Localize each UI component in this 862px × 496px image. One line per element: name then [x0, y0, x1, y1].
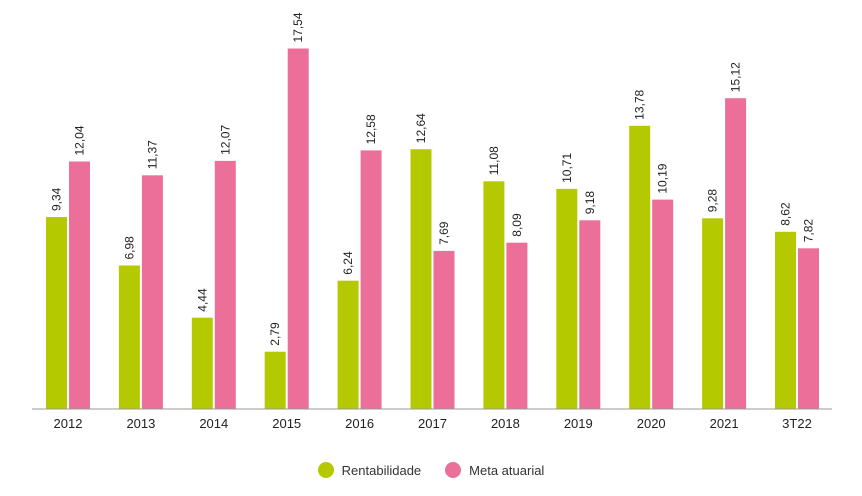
- value-label-meta-atuarial-2018: 8,09: [510, 213, 524, 237]
- bar-rentabilidade-2020: [629, 125, 651, 410]
- legend-item-rentabilidade: Rentabilidade: [317, 462, 422, 478]
- value-label-rentabilidade-2014: 4,44: [195, 288, 209, 312]
- category-labels: 2012 2013 2014 2015 2016 2017 2018 2019 2020 2021…: [54, 416, 812, 431]
- bar-rentabilidade-2017: [410, 149, 432, 409]
- bar-meta-atuarial-2018: [506, 242, 528, 409]
- value-label-meta-atuarial-3T22: 7,82: [802, 219, 816, 243]
- category-label-2015: 2015: [272, 416, 301, 431]
- bar-rentabilidade-2012: [46, 217, 67, 409]
- legend: Rentabilidade Meta atuarial: [0, 462, 862, 478]
- value-label-rentabilidade-2019: 10,71: [560, 153, 574, 183]
- value-label-rentabilidade-2013: 6,98: [122, 236, 136, 260]
- value-label-meta-atuarial-2019: 9,18: [583, 191, 597, 215]
- bar-meta-atuarial-2021: [725, 98, 747, 409]
- value-label-meta-atuarial-2012: 12,04: [73, 125, 87, 155]
- bar-meta-atuarial-2012: [69, 161, 90, 409]
- bar-rentabilidade-2021: [702, 218, 724, 409]
- value-label-rentabilidade-2016: 6,24: [341, 251, 355, 275]
- legend-label-rentabilidade: Rentabilidade: [341, 462, 422, 478]
- bar-rentabilidade-2016: [337, 280, 359, 409]
- legend-swatch-rentabilidade: [317, 462, 334, 478]
- value-label-rentabilidade-2012: 9,34: [50, 187, 64, 211]
- value-label-rentabilidade-2021: 9,28: [706, 189, 720, 213]
- category-label-2021: 2021: [710, 416, 739, 431]
- bars-group: 9,34 12,04 6,98 11,37 4,44 12,07 2,79 17,54 6,24…: [46, 12, 819, 410]
- value-label-meta-atuarial-2013: 11,37: [145, 140, 159, 169]
- bar-meta-atuarial-2019: [579, 220, 601, 409]
- category-label-2013: 2013: [126, 416, 155, 431]
- bar-rentabilidade-3T22: [775, 231, 796, 409]
- value-label-meta-atuarial-2021: 15,12: [729, 62, 743, 92]
- value-label-rentabilidade-2020: 13,78: [633, 89, 647, 119]
- category-label-3T22: 3T22: [782, 416, 812, 431]
- value-label-rentabilidade-2015: 2,79: [268, 322, 282, 346]
- value-label-rentabilidade-2018: 11,08: [487, 146, 501, 175]
- bar-rentabilidade-2019: [556, 188, 578, 409]
- bar-rentabilidade-2014: [191, 317, 213, 409]
- legend-item-meta-atuarial: Meta atuarial: [445, 462, 544, 478]
- bar-meta-atuarial-3T22: [798, 248, 819, 409]
- bar-rentabilidade-2015: [264, 351, 286, 409]
- bar-rentabilidade-2018: [483, 181, 505, 409]
- bar-meta-atuarial-2015: [287, 48, 309, 409]
- category-label-2020: 2020: [637, 416, 666, 431]
- bar-meta-atuarial-2016: [360, 150, 382, 409]
- value-label-rentabilidade-2017: 12,64: [414, 113, 428, 143]
- category-label-2018: 2018: [491, 416, 520, 431]
- bar-meta-atuarial-2020: [652, 199, 674, 409]
- value-label-meta-atuarial-2014: 12,07: [218, 125, 232, 155]
- category-label-2019: 2019: [564, 416, 593, 431]
- legend-swatch-meta-atuarial: [445, 462, 462, 478]
- legend-label-meta-atuarial: Meta atuarial: [469, 462, 545, 478]
- value-label-rentabilidade-3T22: 8,62: [779, 202, 793, 226]
- category-label-2012: 2012: [54, 416, 83, 431]
- bar-meta-atuarial-2013: [141, 175, 163, 409]
- value-label-meta-atuarial-2017: 7,69: [437, 221, 451, 245]
- bar-chart: 9,34 12,04 6,98 11,37 4,44 12,07 2,79 17,54 6,24…: [32, 12, 832, 431]
- bar-meta-atuarial-2017: [433, 250, 455, 409]
- value-label-meta-atuarial-2016: 12,58: [364, 114, 378, 144]
- value-label-meta-atuarial-2015: 17,54: [291, 12, 305, 42]
- value-label-meta-atuarial-2020: 10,19: [656, 163, 670, 193]
- category-label-2014: 2014: [199, 416, 228, 431]
- category-label-2017: 2017: [418, 416, 447, 431]
- category-label-2016: 2016: [345, 416, 374, 431]
- bar-meta-atuarial-2014: [214, 160, 236, 409]
- bar-rentabilidade-2013: [118, 265, 140, 409]
